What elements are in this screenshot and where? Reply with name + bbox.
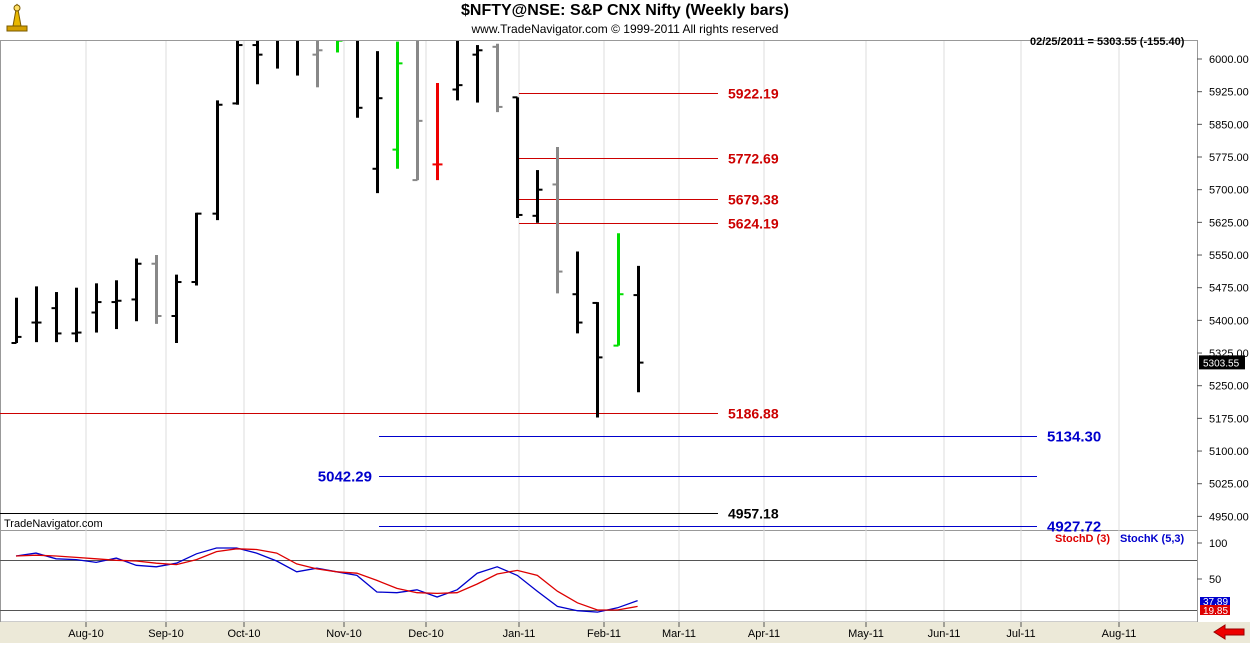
trade-navigator-logo-icon [4,2,30,34]
y-tick-label: 5400.00 [1209,315,1249,327]
stoch-d-last-box [1200,605,1230,615]
stochk-legend: StochK (5,3) [1120,533,1185,545]
x-tick-label: Oct-10 [227,628,260,640]
y-tick-label: 5925.00 [1209,87,1249,99]
stoch-k-line [15,547,638,613]
x-tick-label: May-11 [848,628,884,640]
header-band [0,0,1250,40]
stoch-y-tick-label: 50 [1209,574,1221,586]
level-label: 5922.19 [728,86,779,102]
red-left-arrow-icon[interactable] [1213,624,1245,640]
y-tick-label: 5475.00 [1209,283,1249,295]
x-tick-label: Jun-11 [928,628,961,640]
stoch-d-last-label: 19.85 [1203,606,1228,617]
y-tick-label: 6000.00 [1209,54,1249,66]
x-tick-label: Jul-11 [1006,628,1035,640]
last-price-label: 5303.55 [1203,358,1240,369]
y-tick-label: 5025.00 [1209,479,1249,491]
level-label: 5772.69 [728,151,779,167]
brand-label: TradeNavigator.com [4,518,103,530]
copyright-notice: www.TradeNavigator.com © 1999-2011 All r… [471,22,779,36]
y-tick-label: 5175.00 [1209,413,1249,425]
level-label: 4957.18 [728,506,779,522]
y-tick-label: 5850.00 [1209,119,1249,131]
y-tick-label: 5775.00 [1209,152,1249,164]
y-tick-label: 4950.00 [1209,511,1249,523]
last-price-box [1199,355,1245,370]
stoch-y-tick-label: 100 [1209,538,1227,550]
stoch-k-last-box [1200,597,1230,607]
stoch-k-last-label: 37.89 [1203,597,1228,608]
level-label: 5042.29 [318,469,372,486]
x-tick-label: Aug-11 [1102,628,1137,640]
x-tick-label: Dec-10 [408,628,443,640]
y-tick-label: 5550.00 [1209,250,1249,262]
x-tick-label: Mar-11 [662,628,696,640]
y-tick-label: 5700.00 [1209,185,1249,197]
level-label: 4927.72 [1047,519,1101,536]
level-label: 5134.30 [1047,429,1101,446]
stochd-legend: StochD (3) [1055,533,1110,545]
level-label: 5679.38 [728,192,779,208]
chart-title: $NFTY@NSE: S&P CNX Nifty (Weekly bars) [461,2,789,19]
y-tick-label: 5625.00 [1209,217,1249,229]
last-price-readout: 02/25/2011 = 5303.55 (-155.40) [1030,36,1185,48]
level-label: 5186.88 [728,406,779,422]
x-tick-label: Aug-10 [68,628,103,640]
level-label: 5624.19 [728,216,779,232]
x-tick-label: Apr-11 [748,628,780,640]
x-tick-label: Sep-10 [148,628,183,640]
y-tick-label: 5100.00 [1209,446,1249,458]
x-tick-label: Jan-11 [503,628,536,640]
stoch-d-line [15,548,638,611]
x-tick-label: Nov-10 [326,628,361,640]
x-tick-label: Feb-11 [587,628,621,640]
x-axis-strip [0,622,1250,643]
y-tick-label: 5250.00 [1209,381,1249,393]
